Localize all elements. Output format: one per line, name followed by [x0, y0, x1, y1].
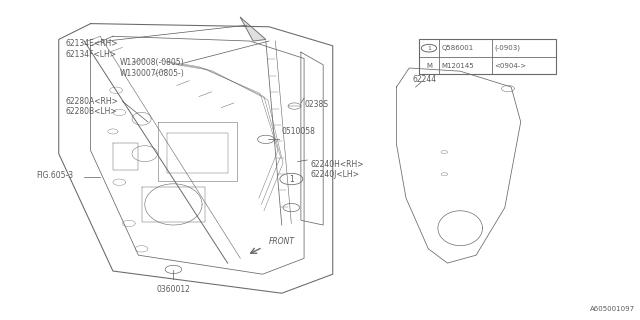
Text: 1: 1 — [289, 174, 294, 184]
Text: FRONT: FRONT — [269, 237, 295, 246]
Text: (-0903): (-0903) — [495, 45, 520, 52]
Text: 0360012: 0360012 — [157, 285, 190, 294]
Text: 62280A<RH>
62280B<LH>: 62280A<RH> 62280B<LH> — [65, 97, 118, 116]
Bar — [419, 39, 556, 74]
Text: FIG.605-3: FIG.605-3 — [36, 172, 74, 180]
Text: 62240H<RH>
62240J<LH>: 62240H<RH> 62240J<LH> — [310, 160, 364, 180]
Text: 1: 1 — [427, 46, 431, 51]
Polygon shape — [241, 17, 266, 41]
Text: A605001097: A605001097 — [590, 306, 636, 312]
Text: 62134E<RH>
62134F<LH>: 62134E<RH> 62134F<LH> — [65, 39, 118, 59]
Text: M: M — [426, 63, 432, 68]
Text: 62244: 62244 — [412, 75, 436, 84]
Text: Q586001: Q586001 — [442, 45, 474, 51]
Text: M120145: M120145 — [442, 63, 474, 68]
Text: 0510058: 0510058 — [282, 127, 316, 136]
Text: 0238S: 0238S — [304, 100, 328, 109]
Text: <0904->: <0904-> — [495, 63, 527, 68]
Text: W130008(-0805)
W130007(0805-): W130008(-0805) W130007(0805-) — [119, 59, 184, 78]
